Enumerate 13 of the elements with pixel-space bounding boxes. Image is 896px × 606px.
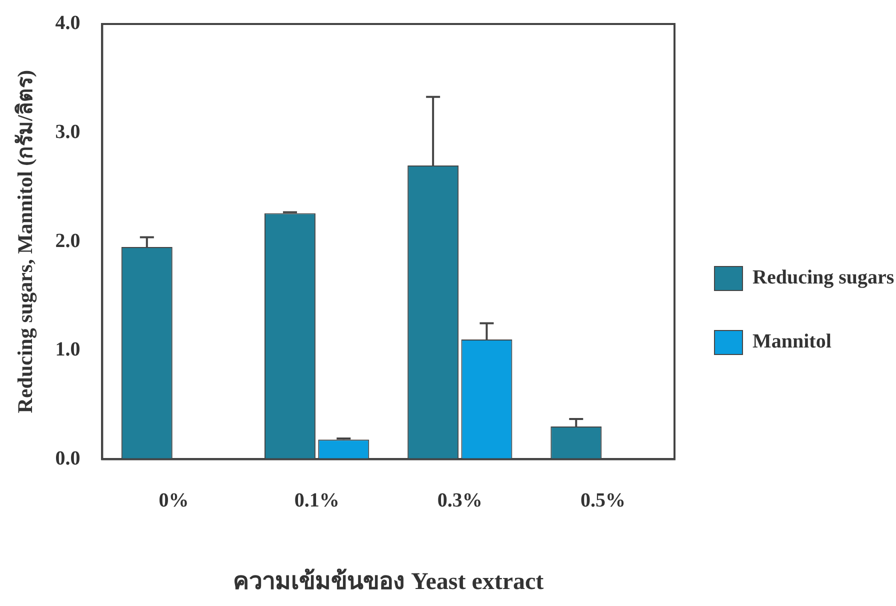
y-tick-label: 0.0	[55, 447, 80, 470]
y-tick-label: 3.0	[55, 120, 80, 143]
x-tick-label: 0.5%	[580, 489, 626, 512]
y-axis-title: Reducing sugars, Mannitol (กรัม/ลิตร)	[13, 70, 38, 414]
legend-label: Reducing sugars	[752, 266, 894, 289]
y-tick-label: 1.0	[55, 338, 80, 361]
x-axis-title: ความเข้มข้นของ Yeast extract	[233, 568, 544, 595]
x-tick-label: 0%	[158, 489, 189, 512]
y-tick-label: 2.0	[55, 230, 80, 252]
legend-label: Mannitol	[752, 330, 832, 353]
x-tick-label: 0.1%	[294, 489, 340, 512]
y-tick-label: 4.0	[55, 12, 80, 34]
x-tick-label: 0.3%	[437, 489, 482, 512]
